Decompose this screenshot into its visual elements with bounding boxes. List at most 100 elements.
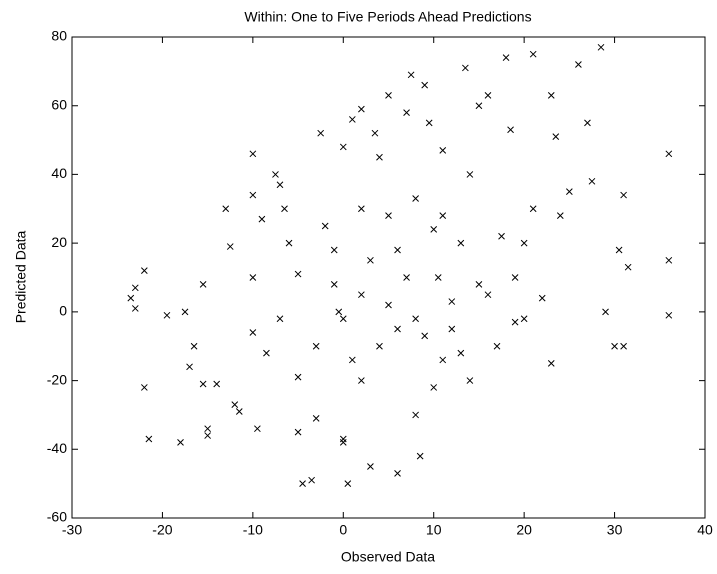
y-tick-label: -40 <box>47 440 67 456</box>
point <box>529 50 537 58</box>
point <box>403 109 410 116</box>
point <box>339 143 347 151</box>
point <box>358 377 365 384</box>
point <box>249 274 257 281</box>
point <box>665 150 673 158</box>
point <box>339 439 347 446</box>
point <box>575 61 582 68</box>
point <box>475 281 483 288</box>
point <box>439 356 447 364</box>
point <box>511 274 519 281</box>
y-tick-label: -20 <box>47 371 67 387</box>
point <box>358 291 365 299</box>
point <box>493 342 501 350</box>
point <box>620 191 627 199</box>
point <box>615 246 623 254</box>
point <box>181 308 189 316</box>
point <box>376 342 383 350</box>
point <box>358 205 365 213</box>
point <box>611 342 618 350</box>
point <box>520 315 528 323</box>
point <box>335 308 343 316</box>
point <box>294 270 302 278</box>
point <box>602 308 609 316</box>
point <box>272 171 279 178</box>
point <box>484 291 492 299</box>
point <box>371 129 379 137</box>
point <box>199 281 207 288</box>
point <box>276 315 284 323</box>
point <box>140 384 148 391</box>
point <box>425 119 433 127</box>
y-axis-label: Predicted Data <box>13 230 29 323</box>
y-tick-label: -60 <box>47 509 67 525</box>
point <box>466 377 474 384</box>
point <box>312 342 320 350</box>
point <box>348 356 356 364</box>
point <box>190 342 198 350</box>
point <box>416 452 424 460</box>
point <box>620 342 627 350</box>
point <box>145 435 153 443</box>
point <box>376 153 383 161</box>
point <box>204 425 211 433</box>
point <box>439 147 447 154</box>
x-tick-label: -10 <box>243 522 263 538</box>
y-tick-label: 40 <box>51 165 67 181</box>
point <box>462 64 469 72</box>
point <box>186 363 193 371</box>
point <box>394 246 401 254</box>
point <box>448 325 456 333</box>
point <box>448 298 456 305</box>
point <box>249 150 257 158</box>
point <box>367 256 374 264</box>
point <box>249 329 257 336</box>
point <box>434 274 442 281</box>
x-tick-label: 10 <box>426 522 442 538</box>
point <box>254 425 261 433</box>
point <box>412 315 419 323</box>
x-tick-label: 20 <box>516 522 532 538</box>
point <box>235 408 243 415</box>
point <box>412 411 419 419</box>
point <box>222 205 230 213</box>
point <box>367 463 374 470</box>
point <box>457 349 465 357</box>
point <box>588 177 596 185</box>
x-tick-label: -20 <box>152 522 172 538</box>
x-tick-label: -30 <box>62 522 82 538</box>
point <box>299 480 306 487</box>
point <box>421 81 429 89</box>
point <box>127 294 135 302</box>
point <box>484 92 492 99</box>
point <box>312 415 320 422</box>
point <box>624 263 632 271</box>
point <box>358 105 365 113</box>
point <box>665 311 673 319</box>
point <box>457 239 465 247</box>
point <box>294 373 302 381</box>
y-tick-label: 20 <box>51 234 67 250</box>
point <box>199 380 207 388</box>
point <box>507 126 514 134</box>
point <box>502 54 510 61</box>
point <box>584 119 591 127</box>
point <box>556 212 564 220</box>
point <box>263 349 270 357</box>
point <box>403 274 410 281</box>
point <box>475 102 483 110</box>
point <box>249 191 257 199</box>
point <box>281 205 288 213</box>
point <box>430 384 438 391</box>
point <box>308 476 315 484</box>
point <box>498 232 505 240</box>
point <box>258 215 266 223</box>
point <box>213 380 221 388</box>
point <box>177 439 184 446</box>
point <box>339 435 347 443</box>
x-tick-label: 30 <box>607 522 623 538</box>
point <box>204 432 211 439</box>
point <box>226 243 234 250</box>
point <box>412 195 419 202</box>
